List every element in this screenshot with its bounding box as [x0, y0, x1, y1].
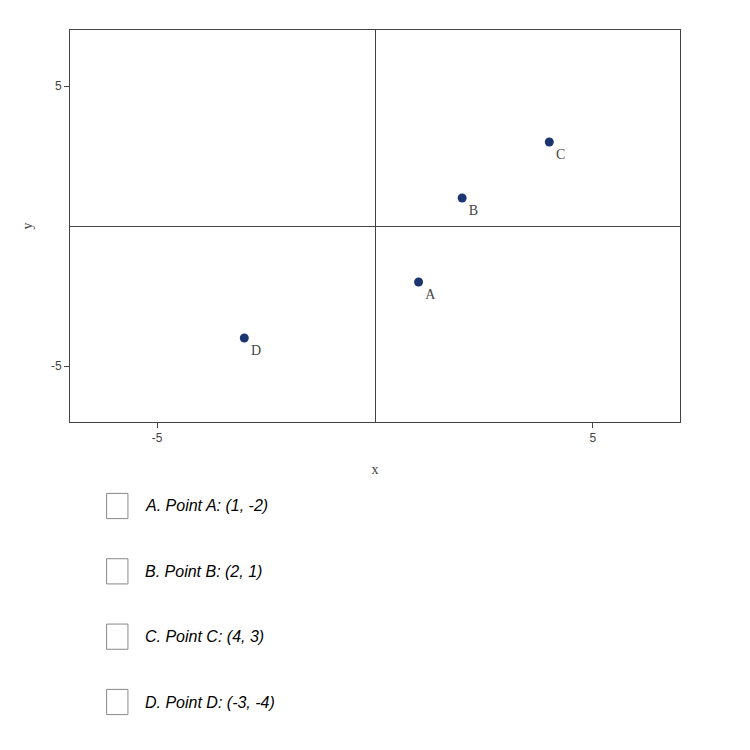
svg-text:A. Point A: (1, -2): A. Point A: (1, -2)	[145, 497, 268, 514]
svg-text:-5: -5	[51, 359, 62, 373]
svg-text:5: 5	[55, 79, 62, 93]
svg-text:B. Point B: (2, 1): B. Point B: (2, 1)	[145, 563, 262, 580]
svg-text:D: D	[251, 343, 261, 358]
svg-text:5: 5	[590, 431, 597, 445]
svg-text:A: A	[425, 287, 436, 302]
svg-text:-5: -5	[152, 431, 163, 445]
svg-text:D. Point D: (-3, -4): D. Point D: (-3, -4)	[145, 694, 275, 711]
svg-text:B: B	[469, 203, 478, 218]
svg-text:x: x	[372, 462, 379, 477]
svg-text:C. Point C: (4, 3): C. Point C: (4, 3)	[145, 628, 264, 645]
svg-text:C: C	[556, 147, 565, 162]
svg-text:y: y	[20, 223, 35, 230]
